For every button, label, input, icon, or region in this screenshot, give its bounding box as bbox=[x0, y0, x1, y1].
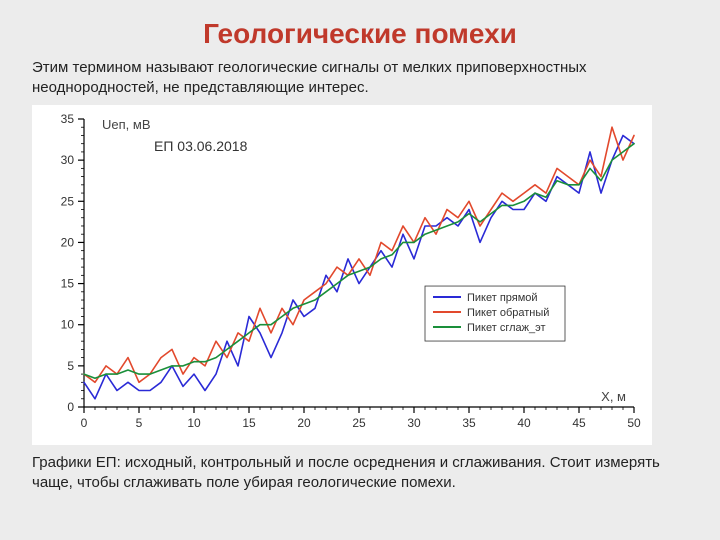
svg-text:10: 10 bbox=[187, 416, 201, 430]
svg-text:ЕП 03.06.2018: ЕП 03.06.2018 bbox=[154, 138, 248, 154]
svg-text:5: 5 bbox=[67, 358, 74, 372]
page-title: Геологические помехи bbox=[32, 18, 688, 50]
svg-text:10: 10 bbox=[61, 317, 75, 331]
svg-text:X, м: X, м bbox=[601, 389, 626, 404]
svg-text:15: 15 bbox=[61, 276, 75, 290]
svg-text:35: 35 bbox=[61, 112, 75, 126]
svg-text:0: 0 bbox=[67, 400, 74, 414]
svg-text:40: 40 bbox=[517, 416, 531, 430]
svg-text:30: 30 bbox=[61, 153, 75, 167]
svg-text:35: 35 bbox=[462, 416, 476, 430]
svg-text:Пикет сглаж_эт: Пикет сглаж_эт bbox=[467, 322, 546, 334]
svg-text:25: 25 bbox=[61, 194, 75, 208]
line-chart: 0 5 10 15 20 25 30 35 0 5 10 15 20 25 30 35 40 45 50 Uеп, м… bbox=[32, 105, 652, 445]
svg-text:25: 25 bbox=[352, 416, 366, 430]
svg-text:Пикет обратный: Пикет обратный bbox=[467, 307, 549, 319]
svg-text:20: 20 bbox=[297, 416, 311, 430]
svg-text:50: 50 bbox=[627, 416, 641, 430]
svg-text:30: 30 bbox=[407, 416, 421, 430]
svg-text:Пикет прямой: Пикет прямой bbox=[467, 292, 538, 304]
svg-text:45: 45 bbox=[572, 416, 586, 430]
svg-text:Uеп, мВ: Uеп, мВ bbox=[102, 117, 151, 132]
svg-text:15: 15 bbox=[242, 416, 256, 430]
chart-container: 0 5 10 15 20 25 30 35 0 5 10 15 20 25 30 35 40 45 50 Uеп, м… bbox=[32, 105, 652, 445]
svg-text:0: 0 bbox=[81, 416, 88, 430]
subtitle-text: Этим термином называют геологические сиг… bbox=[32, 58, 688, 99]
caption-text: Графики ЕП: исходный, контрольный и посл… bbox=[32, 453, 688, 494]
svg-text:20: 20 bbox=[61, 235, 75, 249]
svg-text:5: 5 bbox=[136, 416, 143, 430]
